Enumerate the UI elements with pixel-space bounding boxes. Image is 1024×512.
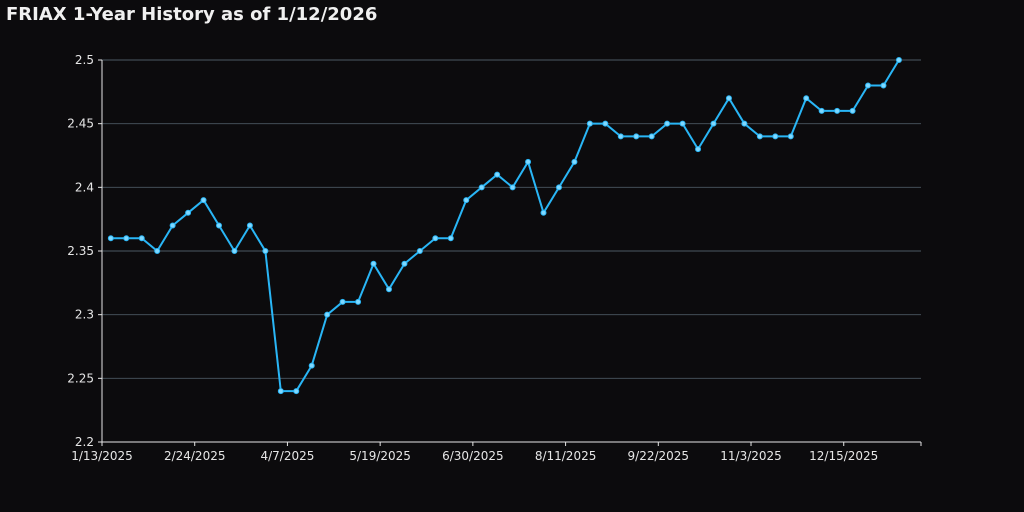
data-point [478, 184, 485, 191]
data-point [154, 248, 161, 254]
y-tick-label: 2.2 [75, 435, 94, 449]
data-point [895, 57, 902, 63]
data-point [679, 120, 686, 127]
data-point [277, 388, 284, 395]
chart-title: FRIAX 1-Year History as of 1/12/2026 [6, 4, 377, 25]
data-point [509, 184, 516, 191]
data-point [432, 235, 439, 242]
data-point [803, 95, 810, 102]
x-tick-label: 9/22/2025 [628, 449, 690, 463]
data-point [123, 235, 130, 242]
data-point [540, 209, 547, 216]
data-point [416, 248, 423, 254]
data-point [772, 133, 779, 140]
data-point [308, 362, 315, 369]
x-tick-label: 4/7/2025 [260, 449, 314, 463]
y-tick-label: 2.4 [75, 180, 94, 194]
data-point [664, 120, 671, 127]
data-point [216, 222, 222, 229]
y-tick-label: 2.35 [67, 244, 94, 258]
data-point [648, 133, 655, 140]
data-point [385, 286, 392, 293]
data-point [555, 184, 562, 191]
y-tick-label: 2.5 [75, 53, 94, 67]
data-point [401, 260, 408, 267]
x-tick-label: 1/13/2025 [71, 449, 133, 463]
data-point [710, 120, 717, 127]
data-point [602, 120, 609, 127]
data-point [169, 222, 176, 229]
data-point [355, 298, 362, 305]
data-point [849, 107, 856, 114]
data-point [880, 82, 887, 89]
x-tick-label: 2/24/2025 [164, 449, 226, 463]
series-line [110, 59, 900, 393]
data-point [787, 133, 794, 140]
data-point [246, 222, 253, 229]
data-point [185, 209, 192, 216]
data-point [695, 146, 702, 153]
data-point [447, 235, 454, 242]
data-point [293, 388, 300, 395]
data-point [463, 197, 470, 204]
data-point [262, 248, 269, 254]
data-point [633, 133, 640, 140]
x-tick-label: 8/11/2025 [535, 449, 597, 463]
y-tick-label: 2.25 [67, 371, 94, 385]
x-tick-label: 11/3/2025 [720, 449, 782, 463]
data-point [818, 107, 825, 114]
data-point [200, 197, 207, 204]
data-point [494, 171, 501, 178]
data-point [571, 158, 578, 165]
data-point [865, 82, 872, 89]
data-point [324, 311, 331, 318]
data-point [756, 133, 763, 140]
data-point [231, 248, 238, 254]
data-point [138, 235, 145, 242]
data-point [725, 95, 732, 102]
x-tick-label: 12/15/2025 [809, 449, 878, 463]
data-point [586, 120, 593, 127]
y-tick-label: 2.45 [67, 117, 94, 131]
data-point [834, 107, 841, 114]
data-point [525, 158, 532, 165]
data-point [339, 298, 346, 305]
x-tick-label: 5/19/2025 [349, 449, 411, 463]
x-tick-label: 6/30/2025 [442, 449, 504, 463]
data-point [370, 260, 377, 267]
data-point [741, 120, 748, 127]
y-tick-label: 2.3 [75, 308, 94, 322]
data-point [107, 235, 114, 242]
data-point [617, 133, 624, 140]
